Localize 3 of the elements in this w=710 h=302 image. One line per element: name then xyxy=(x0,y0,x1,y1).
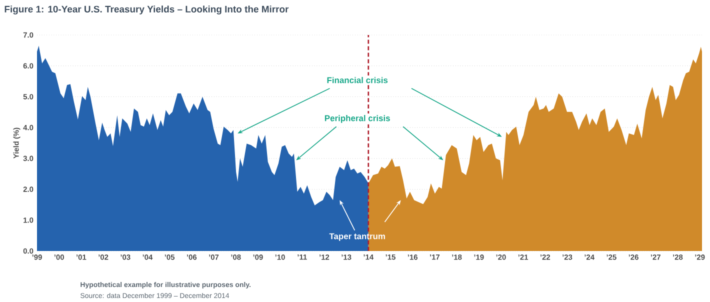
chart-title: Figure 1: 10-Year U.S. Treasury Yields – Looking Into the Mirror xyxy=(4,6,289,14)
annotation: Peripheral crisis xyxy=(324,114,390,123)
annotation: Financial crisis xyxy=(327,76,388,84)
